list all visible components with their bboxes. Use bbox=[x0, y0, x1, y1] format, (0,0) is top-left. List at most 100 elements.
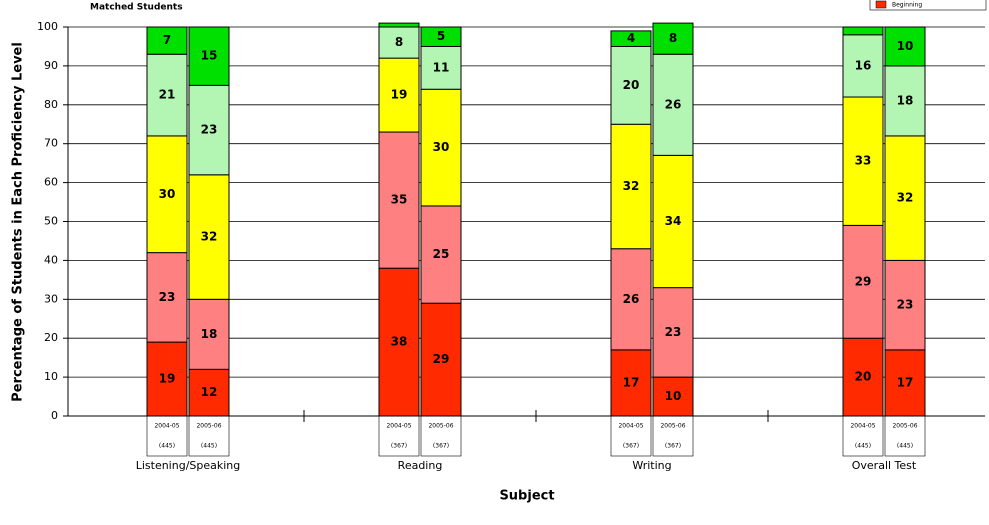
bar-label: 2004-05 bbox=[618, 423, 643, 430]
data-label: 17 bbox=[623, 375, 640, 389]
bar-segment bbox=[378, 22, 420, 28]
data-label: 32 bbox=[201, 230, 218, 244]
y-axis-label: Percentage of Students in Each Proficien… bbox=[11, 42, 26, 402]
group-label: Listening/Speaking bbox=[136, 459, 241, 472]
bar-count: (445) bbox=[897, 443, 913, 450]
data-label: 20 bbox=[855, 370, 872, 384]
data-label: 15 bbox=[201, 49, 218, 63]
legend-box bbox=[869, 0, 987, 11]
bar-segment bbox=[188, 174, 230, 300]
bar-segment bbox=[884, 65, 926, 137]
data-label: 35 bbox=[391, 193, 408, 207]
bar-segment bbox=[652, 53, 694, 156]
data-label: 18 bbox=[897, 93, 914, 107]
data-label: 25 bbox=[433, 247, 450, 261]
bar-count: (445) bbox=[201, 443, 217, 450]
data-label: 19 bbox=[391, 88, 408, 102]
y-tick-label: 70 bbox=[44, 137, 58, 150]
y-tick-label: 30 bbox=[44, 292, 58, 305]
data-label: 29 bbox=[855, 274, 872, 288]
data-label: 32 bbox=[623, 179, 640, 193]
bar-segment bbox=[146, 53, 188, 137]
bar-segment bbox=[610, 349, 652, 417]
data-label: 23 bbox=[159, 290, 176, 304]
bar-segment bbox=[378, 57, 420, 133]
data-label: 20 bbox=[623, 78, 640, 92]
bar-segment bbox=[188, 84, 230, 176]
bar-count: (445) bbox=[855, 443, 871, 450]
data-label: 34 bbox=[665, 214, 682, 228]
y-tick-label: 60 bbox=[44, 176, 58, 189]
bar-segment bbox=[188, 368, 230, 417]
y-tick-label: 80 bbox=[44, 98, 58, 111]
bar-segment bbox=[884, 259, 926, 351]
bar-segment bbox=[842, 96, 884, 226]
bar-label: 2004-05 bbox=[850, 423, 875, 430]
bar-label: 2004-05 bbox=[386, 423, 411, 430]
bar-segment bbox=[146, 26, 188, 55]
bar-segment bbox=[420, 205, 462, 304]
group-label: Writing bbox=[632, 459, 671, 472]
data-label: 7 bbox=[163, 33, 171, 47]
bar-segment bbox=[146, 135, 188, 254]
data-label: 38 bbox=[391, 335, 408, 349]
data-label: 12 bbox=[201, 385, 218, 399]
bar-segment bbox=[378, 267, 420, 417]
data-label: 16 bbox=[855, 58, 872, 72]
y-tick-label: 50 bbox=[44, 215, 58, 228]
bar-segment bbox=[842, 224, 884, 339]
data-label: 5 bbox=[437, 29, 445, 43]
bar-count: (445) bbox=[159, 443, 175, 450]
bar-label: 2004-05 bbox=[154, 423, 179, 430]
bar-segment bbox=[884, 26, 926, 67]
data-label: 26 bbox=[623, 292, 640, 306]
bar-label: 2005-06 bbox=[660, 423, 685, 430]
group-label: Overall Test bbox=[852, 459, 917, 472]
y-tick-label: 10 bbox=[44, 370, 58, 383]
data-label: 30 bbox=[159, 187, 176, 201]
x-axis-label: Subject bbox=[499, 489, 554, 504]
y-tick-label: 20 bbox=[44, 331, 58, 344]
data-label: 18 bbox=[201, 327, 218, 341]
bar-segment bbox=[842, 26, 884, 36]
data-label: 4 bbox=[627, 31, 635, 45]
bar-segment bbox=[146, 252, 188, 343]
bar-count: (367) bbox=[391, 443, 407, 450]
bar-segment bbox=[378, 131, 420, 269]
data-label: 23 bbox=[665, 325, 682, 339]
bar-segment bbox=[842, 34, 884, 98]
bar-count: (367) bbox=[665, 443, 681, 450]
bar-segment bbox=[610, 30, 652, 47]
data-label: 30 bbox=[433, 140, 450, 154]
bar-segment bbox=[884, 349, 926, 417]
data-label: 8 bbox=[669, 31, 677, 45]
bar-label: 2005-06 bbox=[428, 423, 453, 430]
data-label: 29 bbox=[433, 352, 450, 366]
data-label: 11 bbox=[433, 60, 450, 74]
data-label: 8 bbox=[395, 35, 403, 49]
y-tick-label: 90 bbox=[44, 59, 58, 72]
data-label: 21 bbox=[159, 88, 176, 102]
bar-label: 2005-06 bbox=[892, 423, 917, 430]
data-label: 17 bbox=[897, 375, 914, 389]
legend-swatch bbox=[875, 0, 887, 9]
legend-label: Beginning bbox=[892, 2, 922, 9]
bar-segment bbox=[610, 123, 652, 250]
data-label: 26 bbox=[665, 97, 682, 111]
data-label: 33 bbox=[855, 154, 872, 168]
data-label: 10 bbox=[897, 39, 914, 53]
bar-segment bbox=[610, 248, 652, 351]
bar-segment bbox=[420, 26, 462, 47]
data-label: 10 bbox=[665, 389, 682, 403]
bar-count: (367) bbox=[433, 443, 449, 450]
data-label: 32 bbox=[897, 191, 914, 205]
data-label: 23 bbox=[201, 123, 218, 137]
bar-segment bbox=[652, 22, 694, 55]
group-label: Reading bbox=[398, 459, 443, 472]
note-label: Matched Students bbox=[90, 3, 183, 13]
data-label: 19 bbox=[159, 372, 176, 386]
bar-segment bbox=[188, 298, 230, 370]
bar-segment bbox=[420, 45, 462, 90]
y-tick-label: 100 bbox=[37, 20, 58, 33]
bar-segment bbox=[652, 154, 694, 289]
